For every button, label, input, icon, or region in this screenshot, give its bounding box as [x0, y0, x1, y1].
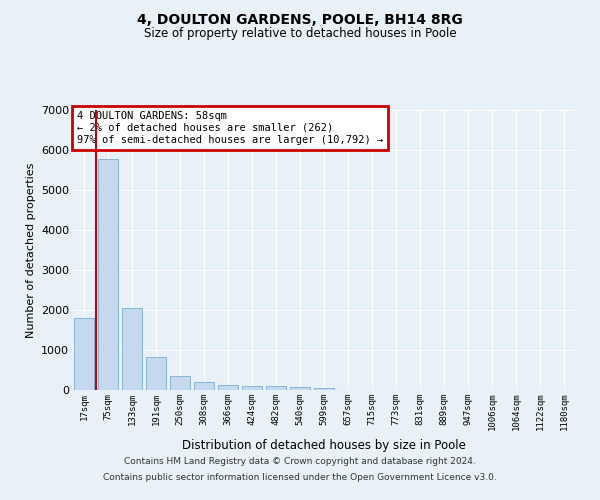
Bar: [218, 385, 238, 390]
Text: 4 DOULTON GARDENS: 58sqm
← 2% of detached houses are smaller (262)
97% of semi-d: 4 DOULTON GARDENS: 58sqm ← 2% of detache…: [77, 112, 383, 144]
X-axis label: Distribution of detached houses by size in Poole: Distribution of detached houses by size …: [182, 438, 466, 452]
Text: 4, DOULTON GARDENS, POOLE, BH14 8RG: 4, DOULTON GARDENS, POOLE, BH14 8RG: [137, 12, 463, 26]
Y-axis label: Number of detached properties: Number of detached properties: [26, 162, 35, 338]
Text: Contains HM Land Registry data © Crown copyright and database right 2024.: Contains HM Land Registry data © Crown c…: [124, 458, 476, 466]
Bar: [194, 382, 214, 390]
Bar: [74, 318, 94, 390]
Text: Size of property relative to detached houses in Poole: Size of property relative to detached ho…: [143, 28, 457, 40]
Bar: [242, 386, 262, 390]
Bar: [170, 376, 190, 390]
Bar: [266, 386, 286, 390]
Bar: [146, 357, 166, 390]
Text: Contains public sector information licensed under the Open Government Licence v3: Contains public sector information licen…: [103, 472, 497, 482]
Bar: [122, 308, 142, 390]
Bar: [290, 387, 310, 390]
Bar: [98, 159, 118, 390]
Bar: [314, 388, 334, 390]
